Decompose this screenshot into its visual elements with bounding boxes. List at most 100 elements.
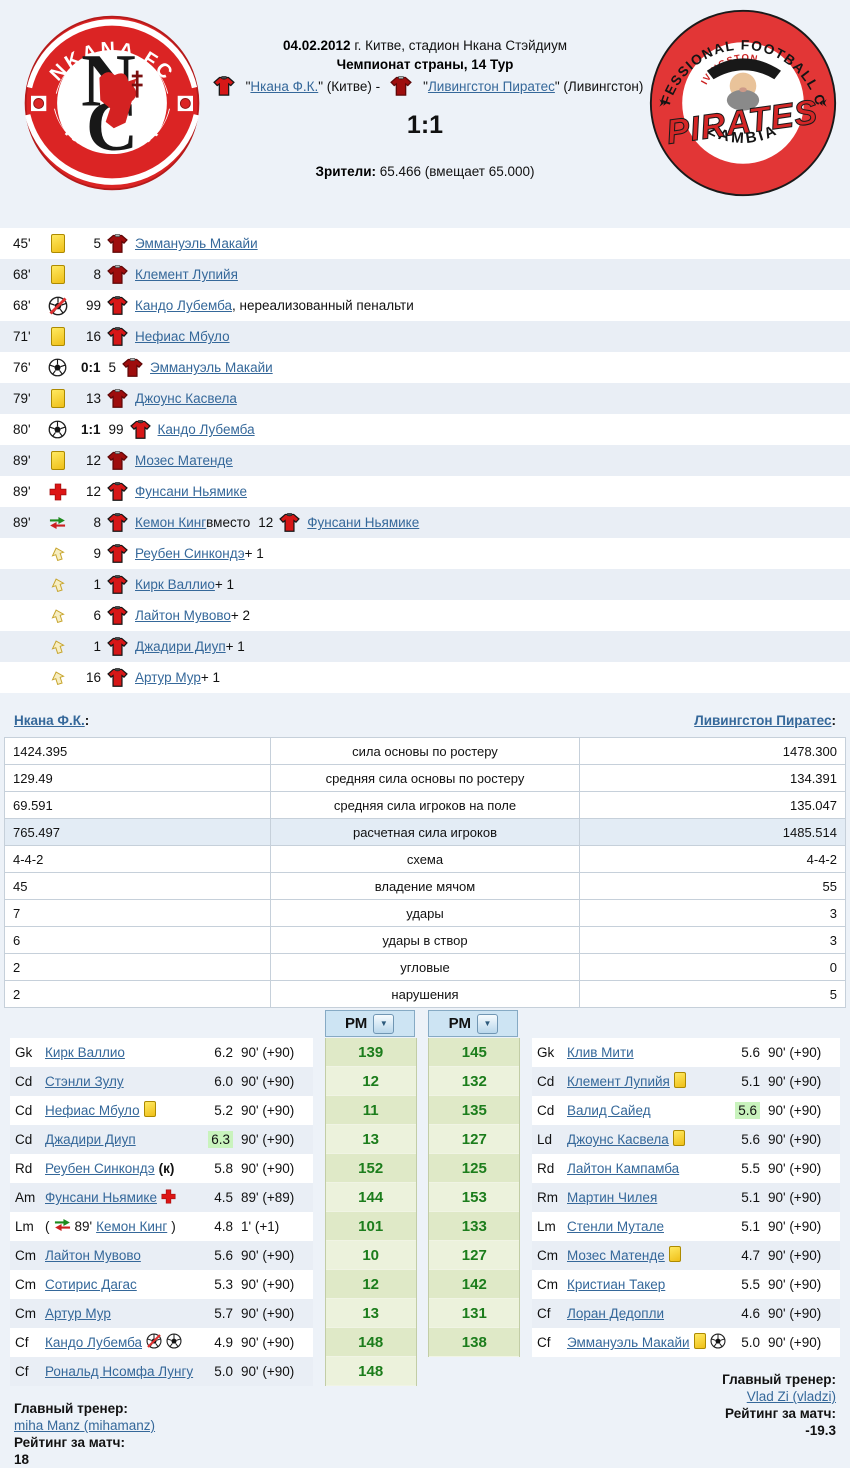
player-rating: 4.9 bbox=[203, 1335, 233, 1350]
player-link[interactable]: Лоран Дедопли bbox=[566, 1306, 665, 1321]
player-name-cell: Сотирис Дагас bbox=[45, 1277, 203, 1292]
player-name-cell: Артур Мур bbox=[45, 1306, 203, 1321]
player-rating: 5.0 bbox=[730, 1335, 760, 1350]
player-link[interactable]: Нефиас Мбуло bbox=[45, 1103, 140, 1118]
player-link[interactable]: Стенли Мутале bbox=[566, 1219, 664, 1234]
shirt-home-icon bbox=[107, 667, 128, 687]
player-minutes: 90' (+90) bbox=[241, 1045, 295, 1060]
event-row: 80' 1:1 99 Кандо Лубемба bbox=[0, 414, 850, 445]
player-minutes: 1' (+1) bbox=[241, 1219, 280, 1234]
rating-value: 4.9 bbox=[214, 1335, 233, 1350]
pm-value-cell: 127 bbox=[429, 1125, 520, 1154]
player-link[interactable]: Клив Мити bbox=[566, 1045, 634, 1060]
event-row: 89' 8 Кемон Кинг вместо 12 Фунсани Ньямике bbox=[0, 507, 850, 538]
stat-away-value: 4-4-2 bbox=[579, 845, 846, 873]
pm-value-cell: 11 bbox=[325, 1096, 416, 1125]
shirt-home-icon bbox=[107, 512, 128, 532]
yellow-card-icon bbox=[46, 234, 69, 253]
player-position: Cm bbox=[15, 1306, 36, 1321]
player-position: Cd bbox=[15, 1103, 33, 1118]
goal-icon bbox=[166, 1333, 182, 1352]
player-link[interactable]: Кирк Валлио bbox=[45, 1045, 125, 1060]
event-player-link[interactable]: Фунсани Ньямике bbox=[135, 484, 247, 499]
match-date: 04.02.2012 bbox=[283, 38, 351, 53]
shirt-home-icon bbox=[107, 636, 128, 656]
player-row: Rd Лайтон Кампамба 5.5 90' (+90) bbox=[531, 1154, 840, 1183]
event-player-link[interactable]: Мозес Матенде bbox=[135, 453, 233, 468]
player-number: 6 bbox=[93, 608, 101, 623]
player-link[interactable]: Джадири Диуп bbox=[45, 1132, 136, 1147]
player-link[interactable]: Мартин Чилея bbox=[566, 1190, 658, 1205]
player-link[interactable]: Кандо Лубемба bbox=[45, 1335, 143, 1350]
player-link[interactable]: Валид Сайед bbox=[566, 1103, 651, 1118]
event-player-link[interactable]: Лайтон Мувово bbox=[135, 608, 231, 623]
stat-home-value: 7 bbox=[4, 899, 271, 927]
event-player-link[interactable]: Эммануэль Макайи bbox=[150, 360, 273, 375]
teams-line: "Нкана Ф.К." (Китве) - "Ливингстон Пират… bbox=[185, 76, 665, 96]
stat-home-value: 1424.395 bbox=[4, 737, 271, 765]
pm-column-header: РМ bbox=[324, 1010, 415, 1037]
player-link[interactable]: Лайтон Мувово bbox=[45, 1248, 141, 1263]
event-player-link[interactable]: Джадири Диуп bbox=[135, 639, 226, 654]
stats-row: 2 угловые 0 bbox=[4, 953, 846, 981]
event-player-link[interactable]: Клемент Лупийя bbox=[135, 267, 238, 282]
event-player-link[interactable]: Кандо Лубемба bbox=[157, 422, 255, 437]
event-player-link[interactable]: Реубен Синкондэ bbox=[135, 546, 245, 561]
player-row: Cf Рональд Нсомфа Лунгу 5.0 90' (+90) bbox=[10, 1357, 313, 1386]
player-link[interactable]: Артур Мур bbox=[45, 1306, 111, 1321]
rating-value: 5.6 bbox=[735, 1102, 760, 1119]
shirt-away-icon bbox=[107, 264, 128, 284]
yellow-card-icon bbox=[693, 1333, 706, 1352]
player-link[interactable]: Кристиан Такер bbox=[566, 1277, 666, 1292]
stat-home-value: 2 bbox=[4, 953, 271, 981]
shirt-away-icon bbox=[122, 357, 143, 377]
stats-home-team-link[interactable]: Нкана Ф.К. bbox=[14, 713, 85, 728]
event-player-link[interactable]: Эммануэль Макайи bbox=[135, 236, 258, 251]
player-name-cell: Кандо Лубемба bbox=[45, 1333, 203, 1352]
yellow-card-icon bbox=[46, 265, 69, 284]
player-link[interactable]: Фунсани Ньямике bbox=[45, 1190, 157, 1205]
pm-dropdown-button[interactable] bbox=[476, 1013, 498, 1034]
player-name-cell: Джадири Диуп bbox=[45, 1132, 203, 1147]
event-row: 45' 5 Эммануэль Макайи bbox=[0, 228, 850, 259]
stats-away-team-link[interactable]: Ливингстон Пиратес bbox=[694, 713, 832, 728]
event-player-link[interactable]: Артур Мур bbox=[135, 670, 201, 685]
player-link[interactable]: Лайтон Кампамба bbox=[566, 1161, 680, 1176]
event-player-link[interactable]: Кирк Валлио bbox=[135, 577, 215, 592]
yellow-card-icon bbox=[668, 1246, 681, 1265]
event-player-link[interactable]: Кандо Лубемба bbox=[135, 298, 233, 313]
match-events-list: 45' 5 Эммануэль Макайи 68' 8 Клемент Лупийя 68… bbox=[0, 228, 850, 693]
event-player-link[interactable]: Нефиас Мбуло bbox=[135, 329, 230, 344]
player-link[interactable]: Эммануэль Макайи bbox=[566, 1335, 690, 1350]
player-row: Cm Лайтон Мувово 5.6 90' (+90) bbox=[10, 1241, 313, 1270]
player-name-cell: Кирк Валлио bbox=[45, 1045, 203, 1060]
event-row: 71' 16 Нефиас Мбуло bbox=[0, 321, 850, 352]
player-link[interactable]: Рональд Нсомфа Лунгу bbox=[45, 1364, 194, 1379]
away-coach-link[interactable]: Vlad Zi (vladzi) bbox=[746, 1389, 836, 1404]
event-player-link[interactable]: Кемон Кинг bbox=[135, 515, 207, 530]
event-player-link[interactable]: Джоунс Касвела bbox=[135, 391, 237, 406]
player-link[interactable]: Клемент Лупийя bbox=[566, 1074, 670, 1089]
home-coach-link[interactable]: miha Manz (mihamanz) bbox=[14, 1418, 156, 1433]
pm-value-cell: 152 bbox=[325, 1154, 416, 1183]
away-team-link[interactable]: Ливингстон Пиратес bbox=[427, 78, 555, 94]
home-team-link[interactable]: Нкана Ф.К. bbox=[250, 78, 319, 94]
player-link[interactable]: Джоунс Касвела bbox=[566, 1132, 669, 1147]
pm-dropdown-button[interactable] bbox=[373, 1013, 395, 1034]
player-minutes: 90' (+90) bbox=[241, 1248, 295, 1263]
pm-column-header: РМ bbox=[428, 1010, 519, 1037]
player-link[interactable]: Кемон Кинг bbox=[96, 1219, 168, 1234]
player-link[interactable]: Стэнли Зулу bbox=[45, 1074, 124, 1089]
devil-figure bbox=[99, 72, 137, 129]
player-link[interactable]: Мозес Матенде bbox=[566, 1248, 665, 1263]
player-minutes: 90' (+90) bbox=[241, 1074, 295, 1089]
stat-label: нарушения bbox=[269, 980, 581, 1008]
goal-icon bbox=[46, 420, 69, 439]
player-link[interactable]: Реубен Синкондэ bbox=[45, 1161, 155, 1176]
final-score: 1:1 bbox=[406, 111, 444, 140]
player-name-cell: Стэнли Зулу bbox=[45, 1074, 203, 1089]
event-player-link[interactable]: Фунсани Ньямике bbox=[307, 515, 420, 530]
player-position: Cm bbox=[536, 1277, 558, 1292]
player-link[interactable]: Сотирис Дагас bbox=[45, 1277, 137, 1292]
shirt-away-icon bbox=[107, 450, 128, 470]
